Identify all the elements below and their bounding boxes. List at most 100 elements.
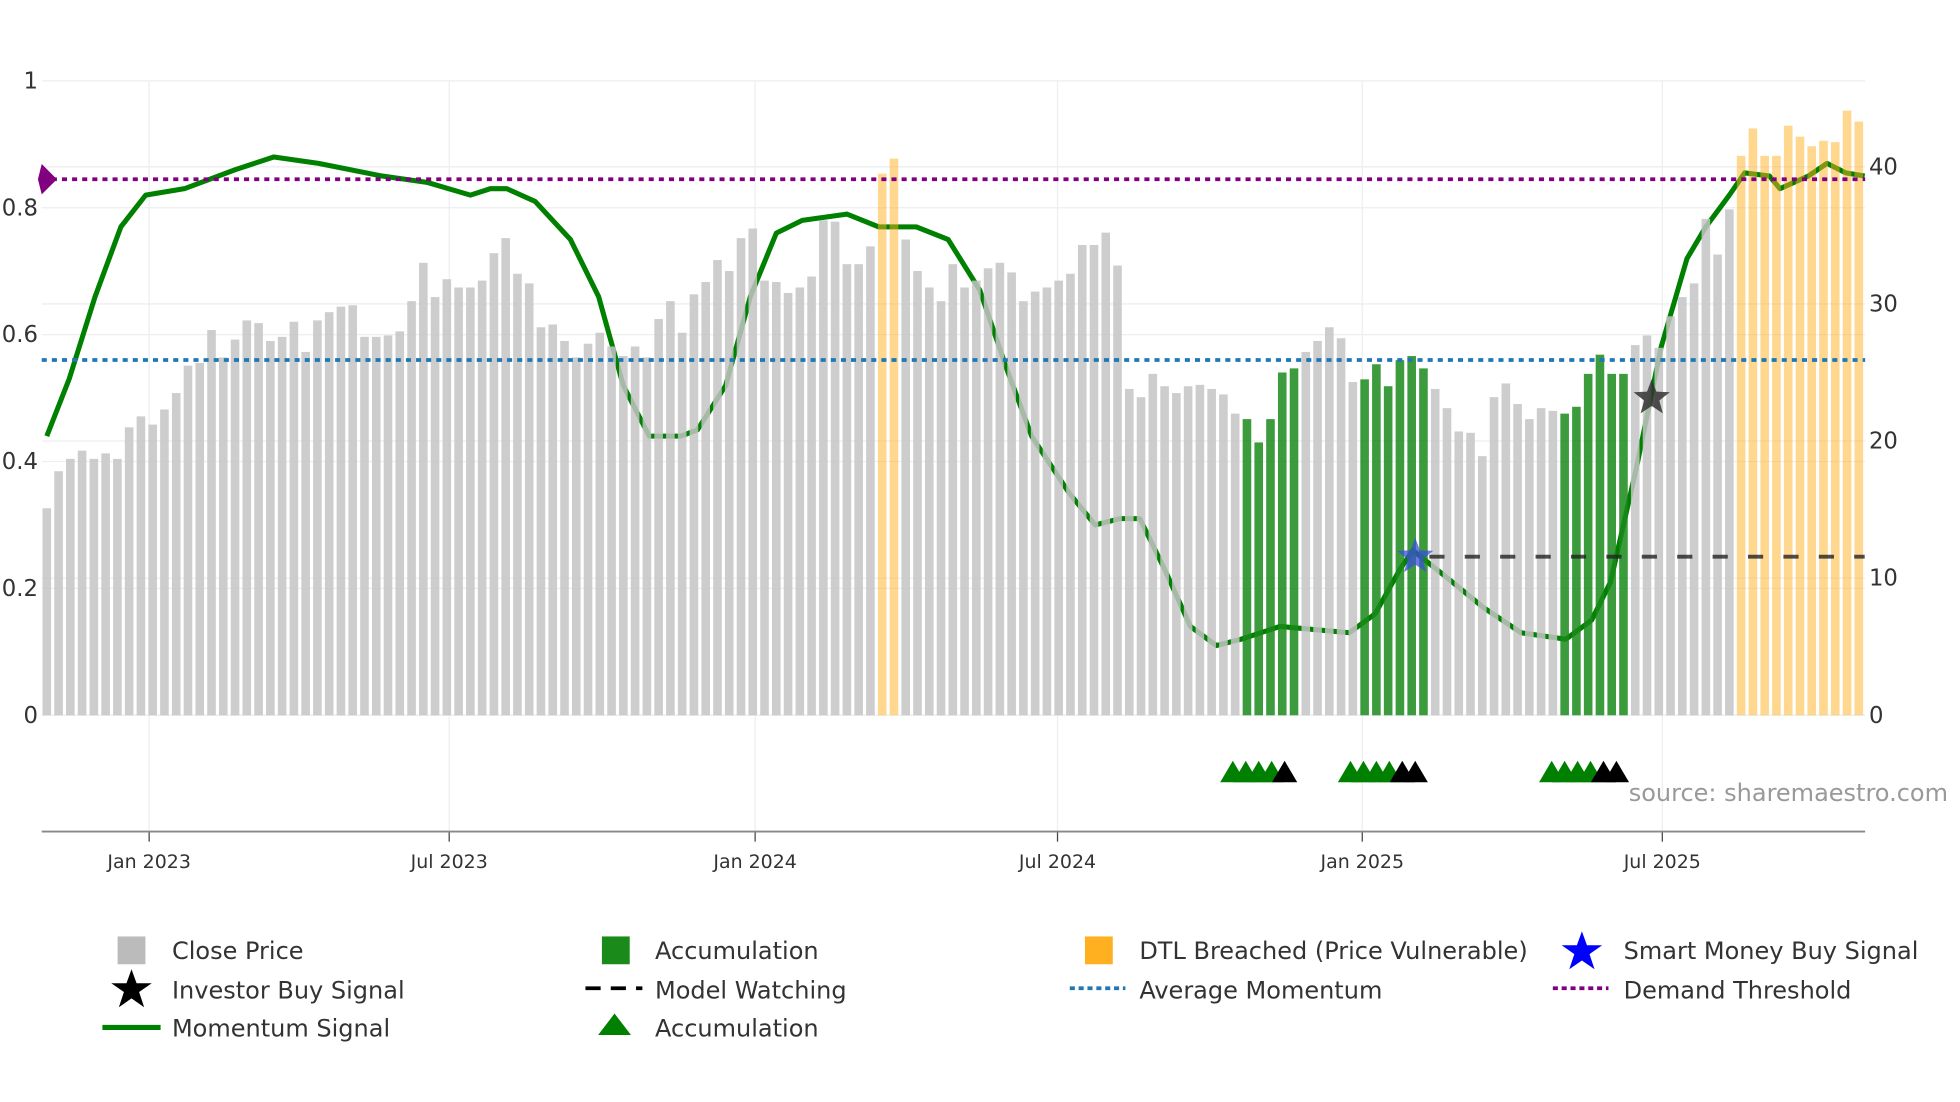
close-price-bar (854, 264, 863, 716)
dtl-breached-bar (877, 173, 887, 716)
y-left-tick-label: 0.4 (2, 449, 38, 475)
y-left-tick-label: 0.2 (2, 576, 38, 602)
close-price-bar (1301, 351, 1311, 716)
y-right-tick-label: 30 (1869, 292, 1898, 318)
close-price-bar (1336, 338, 1346, 716)
close-price-bar (1007, 272, 1016, 716)
close-price-bar (713, 260, 722, 716)
close-price-bar (960, 287, 969, 716)
close-price-bar (677, 332, 687, 716)
close-price-bar (348, 305, 358, 716)
close-price-bar (972, 280, 981, 716)
accumulation-bar (1360, 379, 1369, 716)
accumulation-bar (1419, 368, 1428, 716)
close-price-bar (1207, 388, 1216, 716)
dtl-breached-bar (1748, 128, 1758, 716)
legend: Close Price Accumulation DTL Breached (P… (102, 931, 1918, 1042)
legend-label-accumulation-triangle: Accumulation (655, 1014, 819, 1042)
close-price-bar (89, 458, 99, 716)
close-price-bar (148, 424, 157, 716)
close-price-bar (548, 324, 558, 716)
close-price-bar (1195, 384, 1205, 716)
x-tick-label: Jan 2024 (712, 851, 797, 873)
legend-swatch-close-price (117, 936, 146, 965)
close-price-bar (783, 292, 793, 716)
close-price-bar (207, 329, 216, 716)
close-price-bar (1113, 265, 1122, 716)
close-price-bar (371, 336, 381, 716)
legend-label-dtl-breached: DTL Breached (Price Vulnerable) (1139, 937, 1527, 965)
legend-investor-star-icon (111, 969, 152, 1008)
close-price-bar (571, 357, 581, 716)
close-price-bar (1689, 283, 1699, 716)
close-price-bar (630, 346, 640, 716)
close-price-bar (383, 335, 393, 716)
watch-triangle-icon (1603, 760, 1630, 783)
close-price-bar (454, 287, 463, 716)
legend-label-close-price: Close Price (172, 937, 304, 965)
close-price-bar (360, 336, 369, 716)
close-price-bar (301, 351, 310, 716)
close-price-bar (689, 294, 699, 716)
close-price-bar (1219, 394, 1228, 716)
close-price-bar (1066, 273, 1075, 716)
close-price-bar (619, 356, 628, 716)
close-price-bar (254, 323, 263, 716)
legend-label-model-watching: Model Watching (655, 976, 847, 1004)
close-price-bar (1489, 397, 1499, 716)
close-price-bar (1477, 456, 1487, 716)
dtl-breached-bar (1795, 136, 1805, 716)
accumulation-bar (1266, 419, 1275, 716)
close-price-bar (54, 471, 63, 716)
accumulation-bar (1560, 413, 1569, 716)
close-price-bar (1536, 408, 1546, 716)
close-price-bar (1042, 287, 1052, 716)
close-price-bar (1089, 244, 1099, 716)
close-price-bar (760, 280, 769, 716)
close-price-bar (266, 340, 275, 716)
close-price-bar (1160, 386, 1169, 716)
x-tick-label: Jan 2023 (106, 851, 191, 873)
close-price-bar (195, 362, 205, 716)
close-price-bar (66, 458, 75, 716)
close-price-bar (1466, 432, 1475, 716)
close-price-bar (1548, 410, 1558, 716)
close-price-bar (77, 450, 87, 716)
close-price-bar (124, 427, 134, 716)
dtl-breached-bar (1830, 142, 1840, 716)
close-price-bar (1325, 327, 1334, 716)
legend-label-demand-threshold: Demand Threshold (1624, 976, 1852, 1004)
close-price-bar (595, 332, 605, 716)
y-right-tick-label: 20 (1869, 429, 1898, 455)
close-price-bar (160, 409, 169, 716)
close-price-bar (442, 279, 452, 716)
legend-label-investor-buy-signal: Investor Buy Signal (172, 976, 405, 1004)
close-price-bar (1630, 345, 1640, 716)
accumulation-bar (1583, 373, 1593, 716)
close-price-bar (1442, 408, 1452, 716)
x-tick-label: Jul 2025 (1623, 851, 1701, 873)
close-price-bar (1136, 397, 1146, 716)
close-price-bar (1654, 347, 1664, 716)
close-price-bar (1701, 218, 1711, 716)
watch-triangle-icon (1271, 760, 1298, 783)
close-price-bar (1348, 382, 1358, 716)
close-price-bar (336, 306, 346, 716)
signal-markers (1220, 379, 1670, 783)
close-price-bar (466, 287, 475, 716)
close-price-bar (101, 453, 110, 716)
close-price-bar (1666, 316, 1675, 716)
close-price-bar (183, 365, 193, 716)
x-tick-label: Jan 2025 (1320, 851, 1405, 873)
close-price-bar (983, 268, 993, 716)
close-price-bar (560, 340, 569, 716)
reference-lines (37, 164, 1866, 559)
close-price-bar (607, 346, 616, 716)
watch-triangle-icon (1402, 760, 1428, 783)
close-price-bar (524, 283, 534, 716)
close-price-bar (1124, 388, 1134, 716)
close-price-bar (583, 343, 593, 716)
close-price-bar (324, 312, 334, 716)
investor-buy-star-icon (1633, 379, 1670, 414)
